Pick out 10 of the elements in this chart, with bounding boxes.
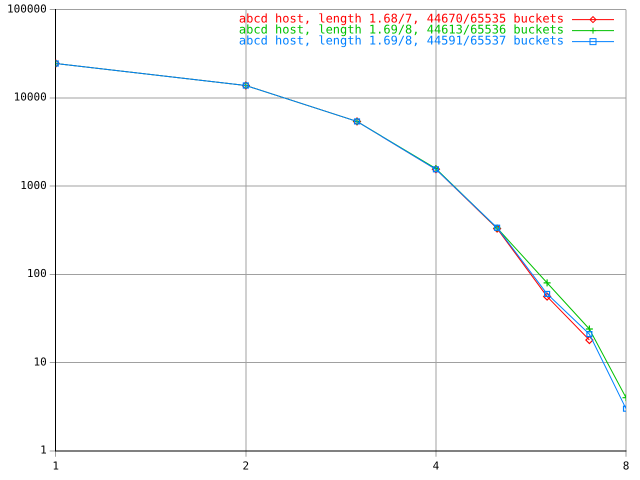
y-tick-label: 100 [26, 267, 47, 280]
x-tick-label: 4 [432, 459, 440, 472]
x-tick-label: 2 [242, 459, 250, 472]
x-tick-label: 8 [622, 459, 630, 472]
x-tick-label: 1 [52, 459, 60, 472]
y-tick-label: 10 [33, 355, 47, 368]
y-tick-label: 1000 [20, 178, 47, 192]
y-tick-label: 100000 [6, 2, 47, 16]
y-tick-label: 10000 [14, 90, 47, 104]
y-tick-label: 1 [40, 444, 47, 457]
